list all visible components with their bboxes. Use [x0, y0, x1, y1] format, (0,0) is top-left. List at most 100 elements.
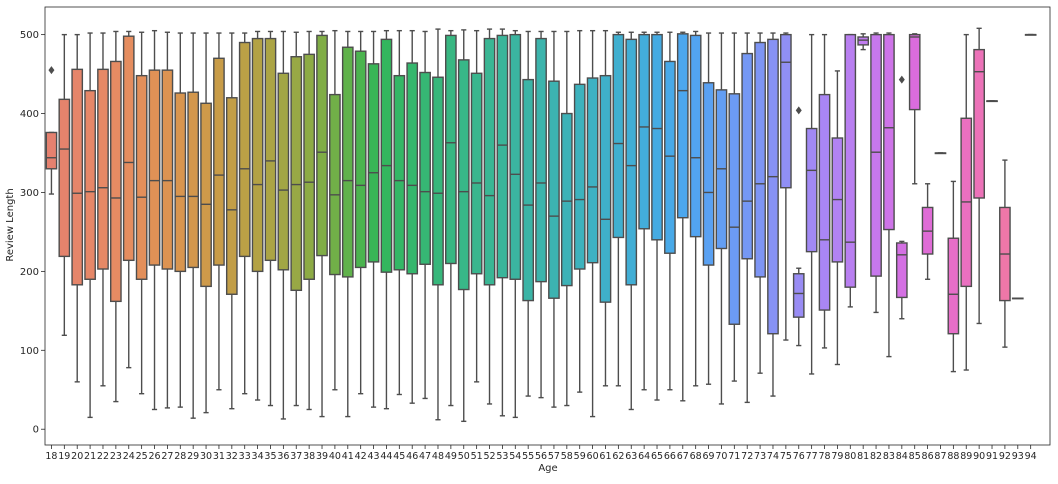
- x-tick-label-age-35: 35: [264, 451, 276, 462]
- y-tick-label-0: 0: [33, 425, 39, 436]
- box-group-age-25: [135, 31, 148, 395]
- box-group-age-32: [225, 32, 238, 410]
- box-iqr: [535, 37, 547, 283]
- box-group-age-37: [290, 31, 303, 407]
- box-iqr: [857, 36, 870, 46]
- box-iqr: [947, 237, 960, 335]
- box-iqr: [174, 92, 187, 273]
- x-tick-label-age-56: 56: [535, 451, 547, 462]
- box-iqr: [612, 33, 625, 239]
- x-tick-label-age-81: 81: [857, 451, 869, 462]
- x-tick-label-age-63: 63: [625, 451, 637, 462]
- x-tick-label-age-77: 77: [806, 451, 818, 462]
- box-iqr: [445, 34, 457, 265]
- box-group-age-42: [354, 30, 367, 395]
- box-group-age-31: [213, 32, 225, 391]
- x-tick-label-age-49: 49: [445, 451, 457, 462]
- box-group-age-47: [419, 30, 431, 400]
- box-group-age-85: [908, 33, 921, 185]
- box-group-age-65: [651, 31, 663, 401]
- x-tick-label-age-39: 39: [316, 451, 328, 462]
- box-iqr: [251, 37, 264, 273]
- box-group-age-54: [509, 29, 522, 419]
- box-iqr: [870, 33, 882, 277]
- box-group-age-92: [999, 159, 1011, 348]
- x-tick-label-age-64: 64: [638, 451, 650, 462]
- x-tick-label-age-43: 43: [368, 451, 380, 462]
- box-group-age-79: [831, 70, 844, 366]
- x-tick-label-age-73: 73: [754, 451, 766, 462]
- x-tick-label-age-84: 84: [896, 451, 908, 462]
- box-group-age-40: [329, 29, 341, 391]
- x-tick-label-age-57: 57: [548, 451, 560, 462]
- y-tick-label-100: 100: [20, 346, 39, 357]
- x-tick-label-age-88: 88: [947, 451, 959, 462]
- box-group-age-55: [522, 30, 535, 397]
- box-iqr: [522, 78, 535, 302]
- x-tick-label-age-37: 37: [290, 451, 302, 462]
- x-tick-label-age-66: 66: [664, 451, 676, 462]
- box-group-age-22: [97, 32, 109, 387]
- box-group-age-52: [483, 28, 496, 405]
- x-tick-label-age-24: 24: [123, 451, 135, 462]
- box-group-age-81: [857, 33, 870, 51]
- box-iqr: [728, 93, 741, 325]
- x-tick-label-age-93: 93: [1012, 451, 1024, 462]
- x-tick-label-age-29: 29: [187, 451, 199, 462]
- x-tick-label-age-85: 85: [909, 451, 921, 462]
- box-iqr: [354, 50, 367, 269]
- box-group-age-20: [71, 33, 84, 383]
- box-iqr: [496, 34, 509, 279]
- box-iqr: [908, 33, 921, 111]
- box-group-age-24: [122, 30, 135, 369]
- box-iqr: [45, 131, 58, 170]
- box-group-age-26: [148, 29, 161, 411]
- box-iqr: [973, 48, 985, 199]
- box-iqr: [393, 74, 406, 271]
- box-iqr: [638, 33, 650, 230]
- box-group-age-60: [586, 29, 599, 418]
- box-group-age-38: [303, 30, 315, 411]
- box-iqr: [509, 33, 522, 280]
- box-group-age-27: [161, 31, 174, 409]
- x-tick-label-age-71: 71: [728, 451, 740, 462]
- box-iqr: [676, 33, 689, 219]
- box-group-age-48: [432, 28, 444, 421]
- box-group-age-67: [676, 31, 689, 402]
- box-group-age-29: [187, 32, 200, 419]
- box-iqr: [238, 41, 251, 258]
- x-tick-label-age-61: 61: [599, 451, 611, 462]
- box-iqr: [316, 34, 328, 257]
- box-group-age-80: [844, 33, 857, 308]
- x-tick-label-age-51: 51: [471, 451, 483, 462]
- box-iqr: [792, 273, 805, 318]
- box-group-age-90: [973, 27, 985, 325]
- box-iqr: [689, 34, 702, 238]
- box-group-age-33: [238, 32, 251, 395]
- x-tick-label-age-82: 82: [870, 451, 882, 462]
- x-tick-label-age-79: 79: [831, 451, 843, 462]
- box-iqr: [844, 33, 857, 288]
- box-group-age-45: [393, 29, 406, 396]
- x-tick-label-age-41: 41: [342, 451, 354, 462]
- x-tick-label-age-83: 83: [883, 451, 895, 462]
- box-iqr: [110, 60, 122, 303]
- box-group-age-62: [612, 31, 625, 387]
- x-tick-label-age-68: 68: [690, 451, 702, 462]
- box-group-age-41: [341, 30, 354, 418]
- box-group-age-78: [818, 33, 831, 349]
- box-iqr: [432, 76, 444, 286]
- x-tick-label-age-52: 52: [483, 451, 495, 462]
- x-tick-label-age-67: 67: [677, 451, 689, 462]
- y-tick-label-200: 200: [20, 267, 39, 278]
- box-iqr: [187, 91, 200, 269]
- box-iqr: [264, 37, 277, 262]
- box-group-age-84: [895, 75, 908, 320]
- box-group-age-61: [599, 29, 612, 387]
- x-tick-label-age-25: 25: [136, 451, 148, 462]
- box-iqr: [380, 38, 393, 273]
- box-group-age-28: [174, 32, 187, 408]
- x-tick-label-age-21: 21: [84, 451, 96, 462]
- box-group-age-94: [1024, 33, 1037, 36]
